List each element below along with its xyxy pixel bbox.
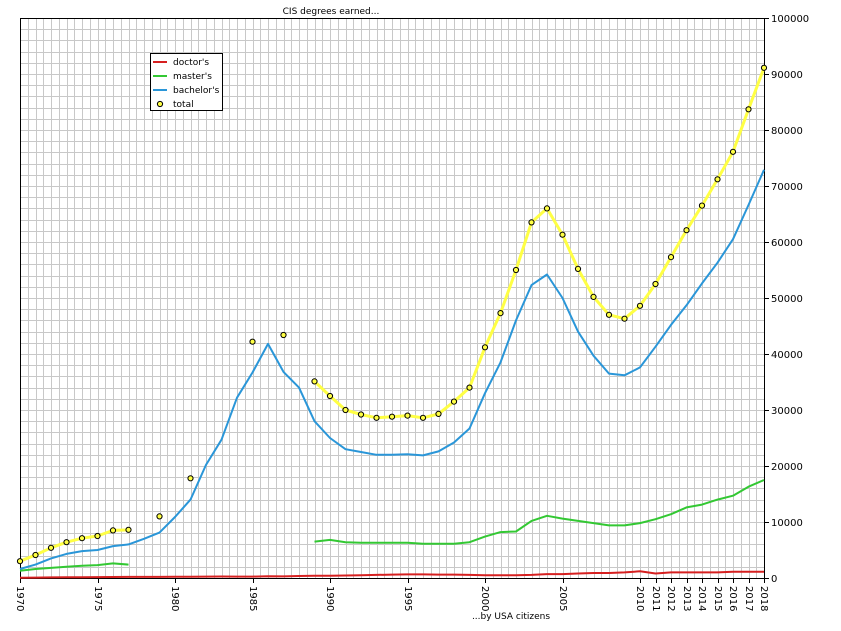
legend-label: bachelor's [173,86,220,96]
chart-title: CIS degrees earned... [283,7,380,17]
x-tick-label: 2010 [634,586,645,611]
series-total-point [667,254,675,261]
x-tick-label: 2012 [665,586,676,611]
y-tick-label: 100000 [771,14,809,25]
x-axis: 1970 1975 1980 1985 1990 1995 2000 2005 2010 2011… [14,578,769,611]
x-tick-label: 1990 [324,586,335,611]
x-tick-label: 2011 [650,586,661,611]
series-total-point [280,331,287,339]
series-total-point [528,219,535,226]
y-tick-label: 20000 [771,462,803,473]
y-tick-label: 60000 [771,238,803,249]
y-tick-label: 50000 [771,294,803,305]
y-tick-label: 70000 [771,182,803,193]
series-total-point [652,280,659,288]
series-total-point [590,293,597,300]
series-total-point [16,558,24,565]
x-tick-label: 1970 [14,586,25,611]
series-total-point [404,412,411,419]
x-tick-label: 1975 [92,586,103,611]
series-total-point [125,526,132,533]
y-tick-label: 0 [771,574,777,585]
series-total-point [419,414,427,421]
series-total-point [78,535,86,542]
series-total-point [311,378,318,385]
x-tick-label: 2017 [743,586,754,611]
x-tick-label: 1985 [247,586,258,611]
series-total-point [466,384,473,391]
series-total-point [698,202,706,209]
series-total-point [481,344,489,351]
legend-swatch-total [156,100,164,108]
series-masters-line [19,562,129,572]
series-total-point [187,475,194,482]
x-tick-label: 2014 [696,586,707,611]
series-total-point [63,539,70,546]
y-tick-label: 90000 [771,70,803,81]
series-total-point [714,176,721,183]
series-total-point [109,527,117,534]
series-total-point [156,513,163,520]
series-doctors-line [19,570,764,579]
y-axis: 0 10000 20000 30000 40000 50000 60000 70000 8000… [764,14,809,585]
y-tick-label: 80000 [771,126,803,137]
legend: doctor's master's bachelor's total [150,53,223,111]
series-total-point [94,532,101,540]
series-total-point [357,411,365,418]
series-total-point [543,205,551,212]
series-bachelors-line [19,169,765,570]
series-total-point [559,231,566,238]
series-total-point [729,148,737,155]
series-total-point [605,311,613,318]
x-tick-label: 2018 [758,586,769,611]
y-tick-label: 10000 [771,518,803,529]
x-tick-label: 2013 [681,586,692,611]
x-tick-label: 1995 [402,586,413,611]
series-total-point [745,106,752,113]
series-total-point [32,551,39,559]
y-tick-label: 40000 [771,350,803,361]
series-total-point [342,406,349,414]
x-tick-label: 1980 [169,586,180,611]
y-tick-label: 30000 [771,406,803,417]
x-tick-label: 2016 [727,586,738,611]
series-layer [16,64,768,579]
series-total-point [760,64,768,71]
x-axis-label: ...by USA citizens [472,612,550,622]
series-total-point [683,227,690,234]
legend-label: total [173,100,194,110]
x-tick-label: 2015 [712,586,723,611]
legend-label: doctor's [173,58,209,68]
series-total-point [326,392,334,400]
series-total-point [512,266,520,274]
series-total-point [388,413,396,420]
series-total-point [450,398,458,405]
x-tick-label: 2000 [479,586,490,611]
x-tick-label: 2005 [557,586,568,611]
series-total-point [47,544,55,551]
series-masters-line [314,479,765,545]
series-total-point [435,410,442,417]
series-total-point [373,414,380,421]
series-total-point [621,315,628,322]
series-total-point [574,265,582,272]
series-total-point [636,302,644,309]
legend-label: master's [173,72,212,82]
series-total-point [249,338,256,345]
series-total-point [497,310,504,317]
